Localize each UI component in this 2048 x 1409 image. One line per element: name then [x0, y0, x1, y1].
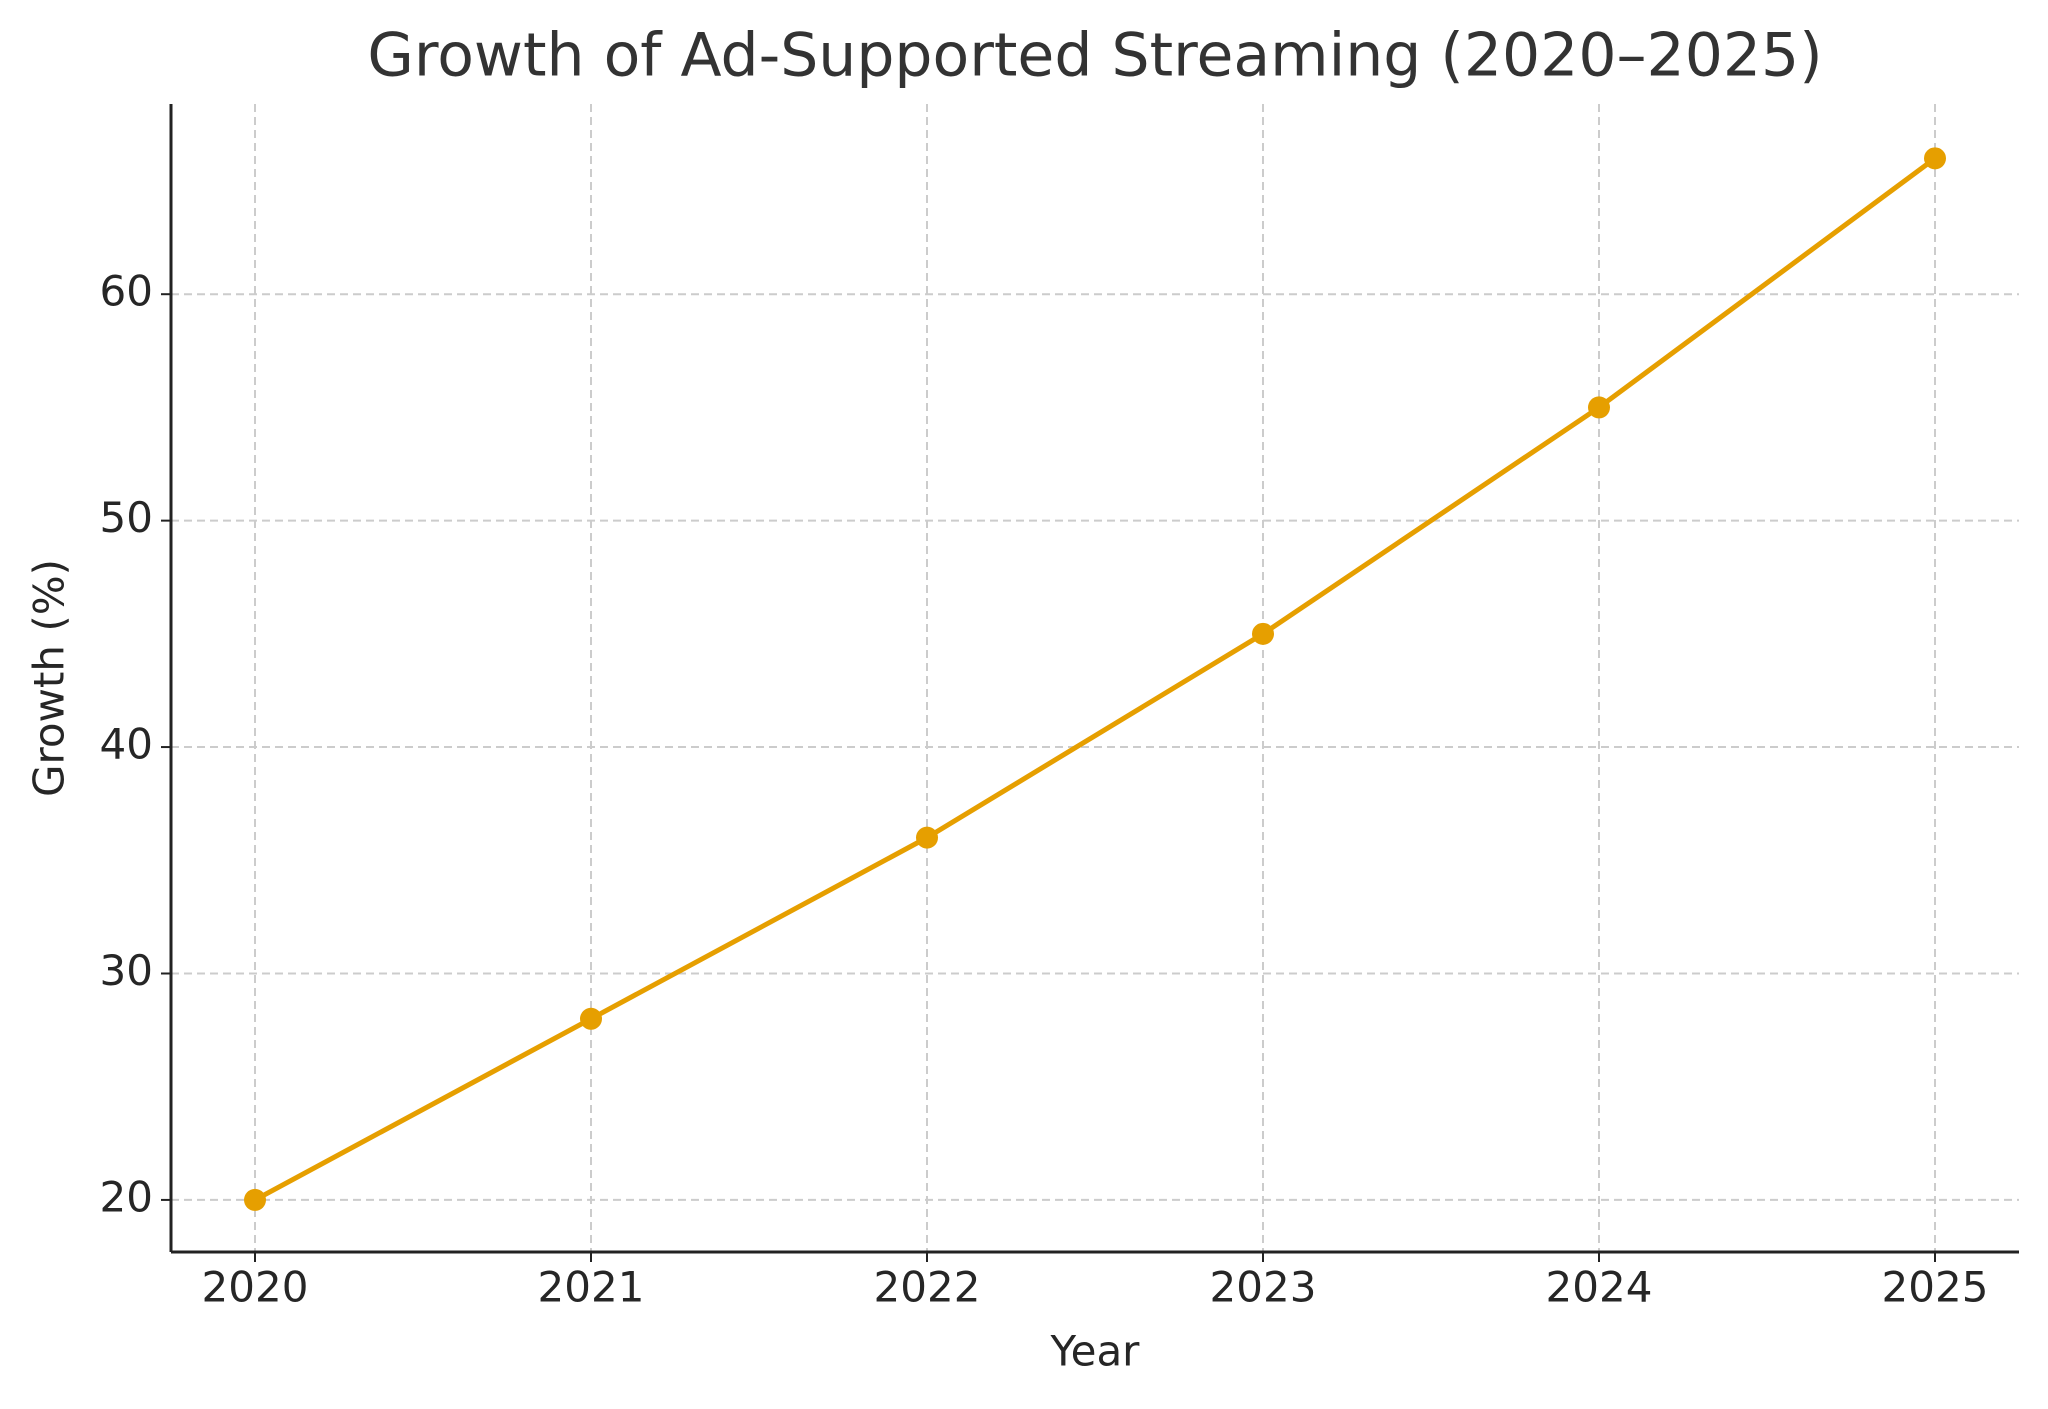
x-tick-label: 2022 — [874, 1263, 981, 1312]
y-tick-label: 60 — [100, 267, 153, 316]
chart-title: Growth of Ad-Supported Streaming (2020–2… — [367, 21, 1822, 91]
point — [244, 1188, 266, 1211]
y-tick-label: 40 — [100, 720, 153, 769]
y-axis-label: Growth (%) — [25, 559, 74, 797]
x-tick-label: 2024 — [1546, 1263, 1653, 1312]
x-tick-label: 2021 — [538, 1263, 645, 1312]
point — [580, 1007, 602, 1030]
x-tick-label: 2025 — [1882, 1263, 1989, 1312]
point — [916, 826, 938, 849]
point — [1924, 147, 1946, 170]
y-tick-label: 30 — [100, 946, 153, 995]
x-axis-label: Year — [1050, 1327, 1141, 1376]
y-tick-label: 20 — [100, 1172, 153, 1221]
point — [1588, 396, 1610, 419]
x-tick-label: 2023 — [1210, 1263, 1317, 1312]
y-tick-label: 50 — [100, 493, 153, 542]
x-tick-label: 2020 — [202, 1263, 309, 1312]
line — [253, 156, 1937, 1203]
point — [1252, 622, 1274, 645]
